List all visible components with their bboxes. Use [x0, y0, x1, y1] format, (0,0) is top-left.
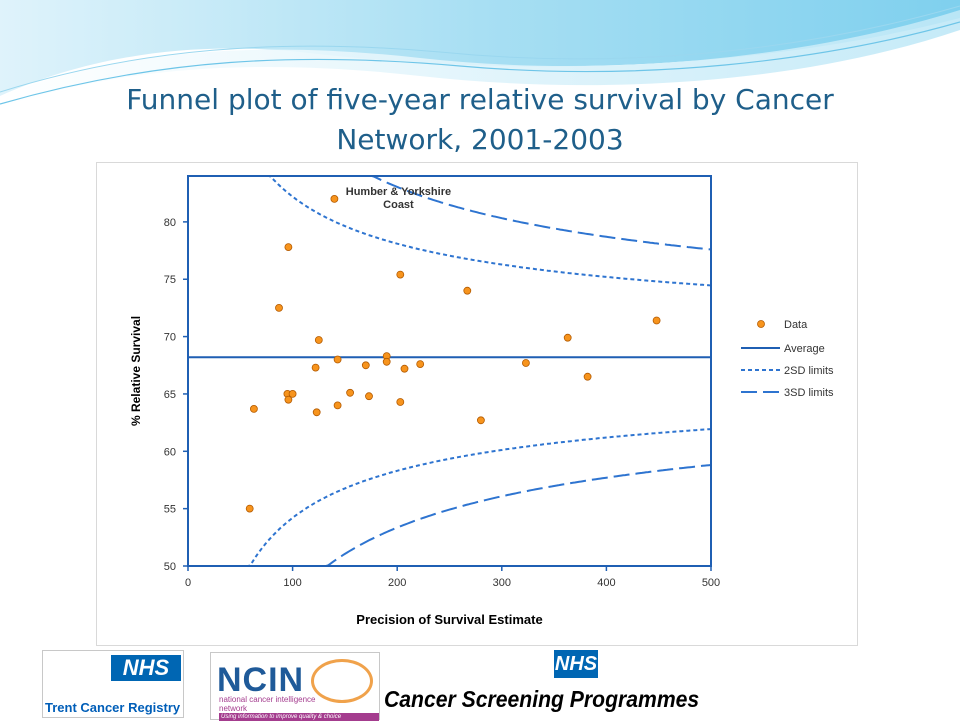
data-point-17	[312, 408, 321, 417]
legend-label-average: Average	[784, 343, 825, 355]
legend-data-marker	[757, 320, 765, 328]
trent-registry-name: Trent Cancer Registry	[45, 700, 181, 715]
data-point-16	[249, 404, 258, 413]
data-point-15	[284, 395, 293, 404]
legend-label-3sd: 3SD limits	[784, 387, 834, 399]
trent-cancer-registry-logo: NHS Trent Cancer Registry	[42, 650, 184, 718]
data-point-18	[333, 401, 342, 410]
legend: Data Average 2SD limits 3SD limits	[741, 319, 834, 399]
y-tick-label: 65	[164, 389, 176, 401]
data-point-0	[330, 195, 339, 203]
csp-name: Cancer Screening Programmes	[384, 686, 700, 712]
data-point-10	[361, 361, 370, 370]
data-point-24	[563, 333, 572, 342]
y-axis-label: % Relative Survival	[129, 316, 143, 426]
data-point-3	[463, 286, 472, 295]
nhs-logo: NHS	[111, 655, 181, 681]
data-point-6	[311, 363, 320, 372]
y-tick-label: 60	[164, 446, 176, 458]
y-tick-label: 50	[164, 561, 176, 573]
x-tick-label: 400	[597, 577, 615, 589]
lower-2sd-curve	[190, 428, 712, 567]
ncin-globe-icon	[311, 659, 373, 703]
y-tick-label: 55	[164, 504, 176, 516]
ncin-subtitle: national cancer intelligence network	[219, 695, 316, 713]
slide-title: Funnel plot of five-year relative surviv…	[126, 83, 834, 156]
plot-area-border	[187, 175, 712, 567]
data-point-14	[288, 389, 297, 398]
ncin-wordmark: NCIN	[217, 661, 305, 699]
data-point-20	[365, 392, 373, 401]
x-tick-label: 200	[388, 577, 406, 589]
data-point-2	[396, 270, 405, 279]
legend-label-data: Data	[784, 319, 808, 331]
y-tick-label: 70	[164, 332, 176, 344]
data-point-23	[521, 359, 530, 367]
data-point-7	[333, 355, 342, 364]
annotation-line-2: Coast	[383, 199, 414, 211]
data-point-21	[396, 398, 405, 406]
y-tick-label: 75	[164, 274, 176, 286]
data-point-11	[400, 364, 409, 373]
upper-3sd-curve	[190, 175, 712, 251]
funnel-lines	[190, 175, 712, 567]
nhs-logo-2: NHS	[554, 650, 598, 678]
upper-2sd-curve	[190, 175, 712, 287]
lower-3sd-curve	[190, 464, 712, 567]
data-point-5	[314, 336, 323, 344]
x-tick-label: 500	[702, 577, 720, 589]
ncin-logo: NCIN national cancer intelligence networ…	[210, 652, 380, 721]
cancer-screening-programmes-logo: NHS Cancer Screening Programmes	[380, 648, 699, 720]
y-axis: 50 55 60 65 70 75 80	[164, 217, 188, 573]
x-tick-label: 0	[185, 577, 191, 589]
logo-strip: NHS Trent Cancer Registry NCIN national …	[0, 648, 960, 721]
funnel-plot-chart: 0 100 200 300 400 500 50 55 60 65 70 75 80 Humber &…	[129, 175, 834, 627]
legend-label-2sd: 2SD limits	[784, 365, 834, 377]
x-tick-label: 300	[493, 577, 511, 589]
data-point-22	[476, 416, 485, 425]
y-tick-label: 80	[164, 217, 176, 229]
x-tick-label: 100	[283, 577, 301, 589]
data-point-12	[416, 360, 425, 369]
data-point-4	[275, 303, 283, 312]
data-point-1	[284, 243, 293, 251]
data-point-9	[382, 357, 391, 366]
header-swoosh-decoration	[0, 0, 960, 108]
data-points	[245, 195, 661, 513]
ncin-tagline: Using information to improve quality & c…	[219, 713, 379, 721]
data-point-27	[245, 504, 254, 513]
x-axis: 0 100 200 300 400 500	[185, 566, 720, 589]
annotation-line-1: Humber & Yorkshire	[346, 186, 451, 198]
data-point-19	[346, 388, 355, 397]
data-point-25	[583, 372, 592, 381]
data-point-26	[652, 316, 661, 325]
x-axis-label: Precision of Survival Estimate	[356, 612, 542, 627]
